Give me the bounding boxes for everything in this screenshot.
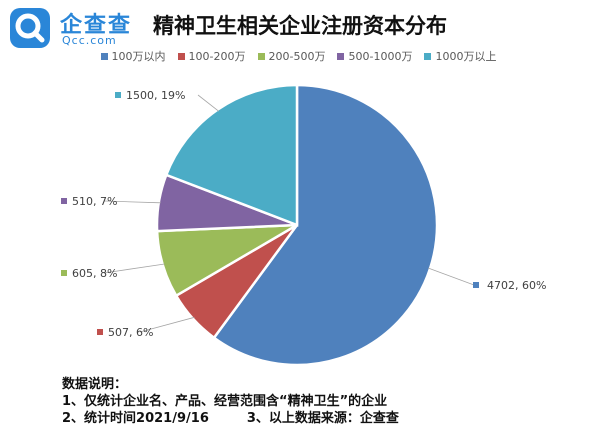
legend-swatch xyxy=(177,52,185,60)
data-label-marker xyxy=(61,198,67,204)
notes-line-2: 2、统计时间2021/9/16 3、以上数据来源：企查查 xyxy=(62,410,399,427)
legend-label: 200-500万 xyxy=(268,50,326,63)
chart-legend: 100万以内 100-200万 200-500万 500-1000万 1000万以上 xyxy=(0,48,597,64)
notes-heading: 数据说明： xyxy=(62,377,128,392)
legend-label: 100万以内 xyxy=(111,50,166,63)
data-label-marker xyxy=(97,329,103,335)
magnifier-logo-icon xyxy=(10,8,50,48)
legend-label: 500-1000万 xyxy=(348,50,413,63)
data-label: 1500, 19% xyxy=(126,89,185,102)
legend-item: 1000万以上 xyxy=(424,48,496,64)
notes-line-2a: 2、统计时间2021/9/16 xyxy=(62,411,209,426)
legend-item: 100-200万 xyxy=(177,48,246,64)
data-label: 605, 8% xyxy=(72,267,117,280)
leader-line xyxy=(103,200,161,204)
pie-slice xyxy=(164,83,299,227)
data-label-marker xyxy=(61,270,67,276)
legend-item: 500-1000万 xyxy=(337,48,412,64)
qcc-logo: 企查查 Qcc.com xyxy=(8,6,158,50)
legend-label: 1000万以上 xyxy=(435,50,497,63)
leader-line xyxy=(427,267,475,286)
data-label: 507, 6% xyxy=(108,326,153,339)
legend-item: 200-500万 xyxy=(257,48,326,64)
leader-line xyxy=(197,94,220,112)
data-notes: 数据说明： 1、仅统计企业名、产品、经营范围含“精神卫生”的企业 2、统计时间2… xyxy=(62,376,399,427)
leader-line xyxy=(103,263,165,274)
notes-line-1: 1、仅统计企业名、产品、经营范围含“精神卫生”的企业 xyxy=(62,394,388,409)
legend-swatch xyxy=(337,52,345,60)
brand-name: 企查查 xyxy=(60,13,133,38)
data-label-marker xyxy=(473,282,479,288)
chart-title: 精神卫生相关企业注册资本分布 xyxy=(153,14,447,38)
legend-swatch xyxy=(257,52,265,60)
legend-swatch xyxy=(100,52,108,60)
legend-label: 100-200万 xyxy=(188,50,246,63)
data-label-marker xyxy=(115,92,121,98)
legend-swatch xyxy=(424,52,432,60)
notes-line-2b: 3、以上数据来源：企查查 xyxy=(246,411,399,426)
brand-domain: Qcc.com xyxy=(62,34,117,47)
leader-line xyxy=(139,316,195,333)
data-label: 510, 7% xyxy=(72,195,117,208)
legend-item: 100万以内 xyxy=(100,48,166,64)
data-label: 4702, 60% xyxy=(487,279,546,292)
